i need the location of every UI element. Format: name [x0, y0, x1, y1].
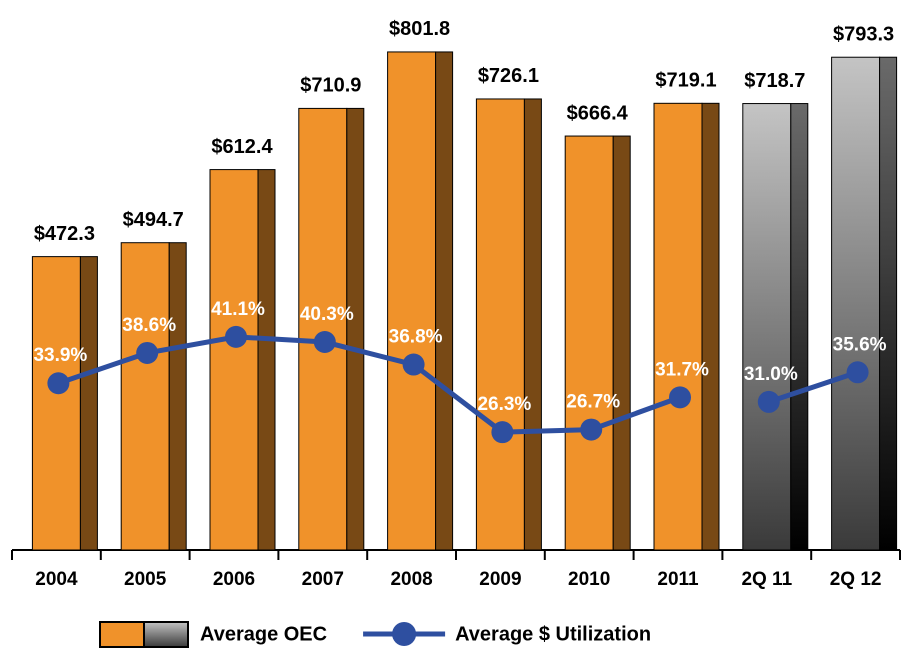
- x-tick-label: 2007: [302, 569, 344, 590]
- bar-value-label: $666.4: [567, 102, 629, 124]
- line-marker: [846, 361, 869, 384]
- bar: [831, 56, 881, 551]
- bar-side: [257, 169, 276, 551]
- line-value-label: 38.6%: [122, 315, 176, 336]
- line-marker: [225, 325, 247, 348]
- bar-side: [79, 256, 98, 551]
- line-value-label: 36.8%: [389, 327, 443, 348]
- x-tick-label: 2Q 11: [741, 569, 792, 590]
- bar-value-label: $801.8: [389, 18, 450, 40]
- line-value-label: 26.7%: [566, 392, 620, 413]
- bar-value-label: $612.4: [211, 136, 273, 158]
- bar: [475, 98, 525, 551]
- line-marker: [757, 390, 780, 413]
- bar: [120, 242, 170, 551]
- x-tick-label: 2Q 12: [830, 569, 882, 590]
- line-value-label: 41.1%: [211, 299, 265, 320]
- line: [768, 369, 859, 405]
- x-tick-label: 2005: [124, 569, 167, 590]
- bar: [387, 51, 437, 551]
- line-marker: [580, 418, 603, 441]
- line-value-label: 33.9%: [33, 345, 87, 366]
- line-marker: [491, 421, 514, 444]
- bar-side: [612, 135, 631, 551]
- legend-swatch: [99, 621, 145, 648]
- bar-side: [879, 56, 898, 551]
- bar: [653, 102, 703, 551]
- line-value-label: 35.6%: [833, 334, 887, 355]
- x-tick-label: 2004: [35, 569, 78, 590]
- x-tick-label: 2009: [479, 569, 521, 590]
- bar-side: [168, 242, 187, 551]
- x-tick-label: 2006: [213, 569, 255, 590]
- bar: [209, 169, 259, 551]
- bar: [564, 135, 614, 551]
- legend-marker: [392, 622, 417, 646]
- line-marker: [47, 372, 70, 395]
- bar-side: [701, 102, 720, 551]
- x-tick-label: 2010: [568, 569, 610, 590]
- line-marker: [402, 353, 425, 376]
- line-marker: [136, 341, 159, 364]
- line-value-label: 31.0%: [744, 364, 798, 385]
- bar-value-label: $719.1: [655, 70, 716, 92]
- bar-value-label: $726.1: [478, 65, 539, 87]
- bar-side: [435, 51, 454, 551]
- line-value-label: 26.3%: [477, 394, 531, 415]
- legend-swatch: [143, 621, 189, 648]
- line-marker: [669, 386, 691, 409]
- bar: [298, 107, 348, 551]
- bar-value-label: $793.3: [833, 24, 894, 46]
- x-tick-label: 2011: [657, 569, 699, 590]
- bar-side: [523, 98, 542, 551]
- bar-value-label: $710.9: [300, 75, 361, 97]
- legend-label: Average OEC: [200, 623, 327, 645]
- bar-side: [346, 107, 365, 551]
- x-tick-label: 2008: [390, 569, 432, 590]
- bar: [31, 256, 81, 551]
- line-marker: [313, 331, 336, 354]
- line-value-label: 40.3%: [300, 304, 354, 325]
- legend-label: Average $ Utilization: [455, 623, 651, 645]
- bar: [742, 103, 792, 551]
- line-value-label: 31.7%: [655, 359, 709, 380]
- bar-value-label: $494.7: [123, 209, 184, 231]
- bar-value-label: $472.3: [34, 223, 95, 245]
- line: [57, 334, 681, 435]
- bar-value-label: $718.7: [744, 70, 805, 92]
- bar-side: [790, 103, 809, 551]
